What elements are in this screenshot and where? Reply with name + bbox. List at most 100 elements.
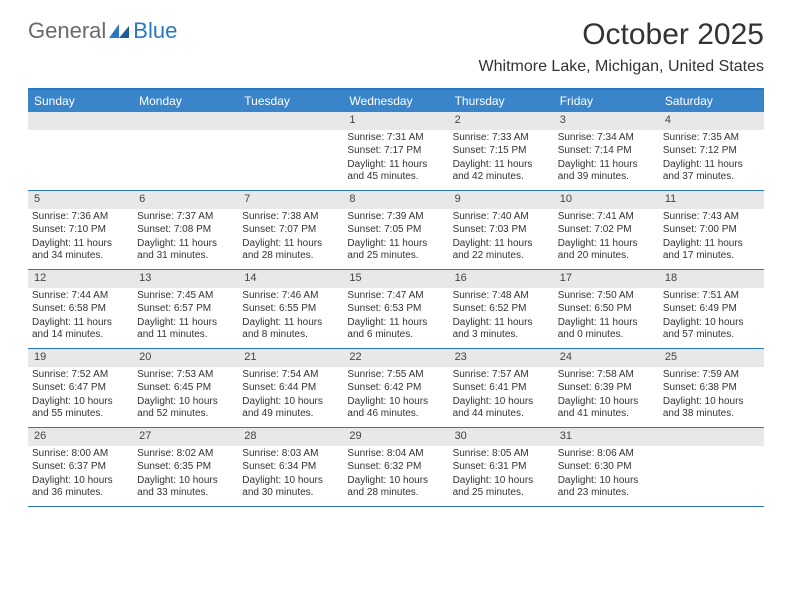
- day-cell: 6 Sunrise: 7:37 AMSunset: 7:08 PMDaylight…: [133, 191, 238, 269]
- sunset-text: Sunset: 6:34 PM: [242, 461, 339, 474]
- day-cell: 20Sunrise: 7:53 AMSunset: 6:45 PMDayligh…: [133, 349, 238, 427]
- sunset-text: Sunset: 6:52 PM: [453, 303, 550, 316]
- day-cell: 19Sunrise: 7:52 AMSunset: 6:47 PMDayligh…: [28, 349, 133, 427]
- daylight-text: Daylight: 11 hours and 31 minutes.: [137, 238, 234, 263]
- day-number: 19: [28, 349, 133, 367]
- sunrise-text: Sunrise: 7:40 AM: [453, 211, 550, 224]
- sunset-text: Sunset: 6:35 PM: [137, 461, 234, 474]
- sunset-text: Sunset: 7:12 PM: [663, 145, 760, 158]
- day-number: 31: [554, 428, 659, 446]
- daylight-text: Daylight: 11 hours and 17 minutes.: [663, 238, 760, 263]
- daylight-text: Daylight: 11 hours and 25 minutes.: [347, 238, 444, 263]
- day-cell: 9Sunrise: 7:40 AMSunset: 7:03 PMDaylight…: [449, 191, 554, 269]
- day-number: 29: [343, 428, 448, 446]
- day-cell: 27Sunrise: 8:02 AMSunset: 6:35 PMDayligh…: [133, 428, 238, 506]
- dayhead-tue: Tuesday: [238, 90, 343, 112]
- day-number: 24: [554, 349, 659, 367]
- sunset-text: Sunset: 7:00 PM: [663, 224, 760, 237]
- sunset-text: Sunset: 7:08 PM: [137, 224, 234, 237]
- day-header-row: Sunday Monday Tuesday Wednesday Thursday…: [28, 90, 764, 112]
- day-number: 28: [238, 428, 343, 446]
- sunrise-text: Sunrise: 7:48 AM: [453, 290, 550, 303]
- day-cell: 17Sunrise: 7:50 AMSunset: 6:50 PMDayligh…: [554, 270, 659, 348]
- sunrise-text: Sunrise: 7:52 AM: [32, 369, 129, 382]
- sunset-text: Sunset: 7:03 PM: [453, 224, 550, 237]
- daylight-text: Daylight: 11 hours and 28 minutes.: [242, 238, 339, 263]
- sunrise-text: Sunrise: 8:05 AM: [453, 448, 550, 461]
- title-block: October 2025 Whitmore Lake, Michigan, Un…: [479, 18, 764, 76]
- day-number: 4: [659, 112, 764, 130]
- day-cell: 15Sunrise: 7:47 AMSunset: 6:53 PMDayligh…: [343, 270, 448, 348]
- daylight-text: Daylight: 10 hours and 57 minutes.: [663, 317, 760, 342]
- daylight-text: Daylight: 10 hours and 52 minutes.: [137, 396, 234, 421]
- day-number: 25: [659, 349, 764, 367]
- day-number: 8: [343, 191, 448, 209]
- sunrise-text: Sunrise: 7:58 AM: [558, 369, 655, 382]
- day-cell: [28, 112, 133, 190]
- day-cell: 8 Sunrise: 7:39 AMSunset: 7:05 PMDaylight…: [343, 191, 448, 269]
- sunrise-text: Sunrise: 7:35 AM: [663, 132, 760, 145]
- day-number: 16: [449, 270, 554, 288]
- sunset-text: Sunset: 6:57 PM: [137, 303, 234, 316]
- dayhead-mon: Monday: [133, 90, 238, 112]
- sunset-text: Sunset: 6:38 PM: [663, 382, 760, 395]
- day-number: 26: [28, 428, 133, 446]
- sunset-text: Sunset: 6:30 PM: [558, 461, 655, 474]
- day-number: 5: [28, 191, 133, 209]
- sunrise-text: Sunrise: 7:51 AM: [663, 290, 760, 303]
- day-number: 2: [449, 112, 554, 130]
- daylight-text: Daylight: 10 hours and 25 minutes.: [453, 475, 550, 500]
- daylight-text: Daylight: 11 hours and 20 minutes.: [558, 238, 655, 263]
- daylight-text: Daylight: 11 hours and 34 minutes.: [32, 238, 129, 263]
- daylight-text: Daylight: 11 hours and 6 minutes.: [347, 317, 444, 342]
- dayhead-sat: Saturday: [659, 90, 764, 112]
- week-row: 5Sunrise: 7:36 AMSunset: 7:10 PMDaylight…: [28, 191, 764, 270]
- sunrise-text: Sunrise: 7:57 AM: [453, 369, 550, 382]
- sunrise-text: Sunrise: 7:39 AM: [347, 211, 444, 224]
- day-number: 6: [133, 191, 238, 209]
- daylight-text: Daylight: 11 hours and 8 minutes.: [242, 317, 339, 342]
- day-cell: 29Sunrise: 8:04 AMSunset: 6:32 PMDayligh…: [343, 428, 448, 506]
- day-cell: 11Sunrise: 7:43 AMSunset: 7:00 PMDayligh…: [659, 191, 764, 269]
- daylight-text: Daylight: 10 hours and 41 minutes.: [558, 396, 655, 421]
- day-number: 9: [449, 191, 554, 209]
- sunrise-text: Sunrise: 7:34 AM: [558, 132, 655, 145]
- day-number: [133, 112, 238, 130]
- day-cell: 22Sunrise: 7:55 AMSunset: 6:42 PMDayligh…: [343, 349, 448, 427]
- logo: General Blue: [28, 18, 177, 44]
- day-number: 18: [659, 270, 764, 288]
- sunset-text: Sunset: 6:44 PM: [242, 382, 339, 395]
- sunrise-text: Sunrise: 7:46 AM: [242, 290, 339, 303]
- sunset-text: Sunset: 6:37 PM: [32, 461, 129, 474]
- sunrise-text: Sunrise: 7:53 AM: [137, 369, 234, 382]
- day-number: 1: [343, 112, 448, 130]
- sunrise-text: Sunrise: 7:55 AM: [347, 369, 444, 382]
- calendar: Sunday Monday Tuesday Wednesday Thursday…: [28, 88, 764, 507]
- daylight-text: Daylight: 11 hours and 0 minutes.: [558, 317, 655, 342]
- sunrise-text: Sunrise: 8:00 AM: [32, 448, 129, 461]
- sunrise-text: Sunrise: 7:31 AM: [347, 132, 444, 145]
- day-cell: 26 Sunrise: 8:00 AMSunset: 6:37 PMDayligh…: [28, 428, 133, 506]
- sunrise-text: Sunrise: 8:04 AM: [347, 448, 444, 461]
- sunrise-text: Sunrise: 7:37 AM: [137, 211, 234, 224]
- daylight-text: Daylight: 10 hours and 49 minutes.: [242, 396, 339, 421]
- day-cell: 5Sunrise: 7:36 AMSunset: 7:10 PMDaylight…: [28, 191, 133, 269]
- sunset-text: Sunset: 7:05 PM: [347, 224, 444, 237]
- sunset-text: Sunset: 7:14 PM: [558, 145, 655, 158]
- sunset-text: Sunset: 7:07 PM: [242, 224, 339, 237]
- sunrise-text: Sunrise: 7:59 AM: [663, 369, 760, 382]
- sunset-text: Sunset: 6:53 PM: [347, 303, 444, 316]
- week-row: 12Sunrise: 7:44 AMSunset: 6:58 PMDayligh…: [28, 270, 764, 349]
- day-cell: 4Sunrise: 7:35 AMSunset: 7:12 PMDaylight…: [659, 112, 764, 190]
- header: General Blue October 2025 Whitmore Lake,…: [0, 0, 792, 82]
- daylight-text: Daylight: 11 hours and 3 minutes.: [453, 317, 550, 342]
- daylight-text: Daylight: 10 hours and 38 minutes.: [663, 396, 760, 421]
- daylight-text: Daylight: 11 hours and 14 minutes.: [32, 317, 129, 342]
- day-number: 11: [659, 191, 764, 209]
- daylight-text: Daylight: 10 hours and 33 minutes.: [137, 475, 234, 500]
- daylight-text: Daylight: 10 hours and 36 minutes.: [32, 475, 129, 500]
- weeks-container: 1Sunrise: 7:31 AMSunset: 7:17 PMDaylight…: [28, 112, 764, 507]
- sunset-text: Sunset: 6:58 PM: [32, 303, 129, 316]
- location-text: Whitmore Lake, Michigan, United States: [479, 58, 764, 76]
- week-row: 19Sunrise: 7:52 AMSunset: 6:47 PMDayligh…: [28, 349, 764, 428]
